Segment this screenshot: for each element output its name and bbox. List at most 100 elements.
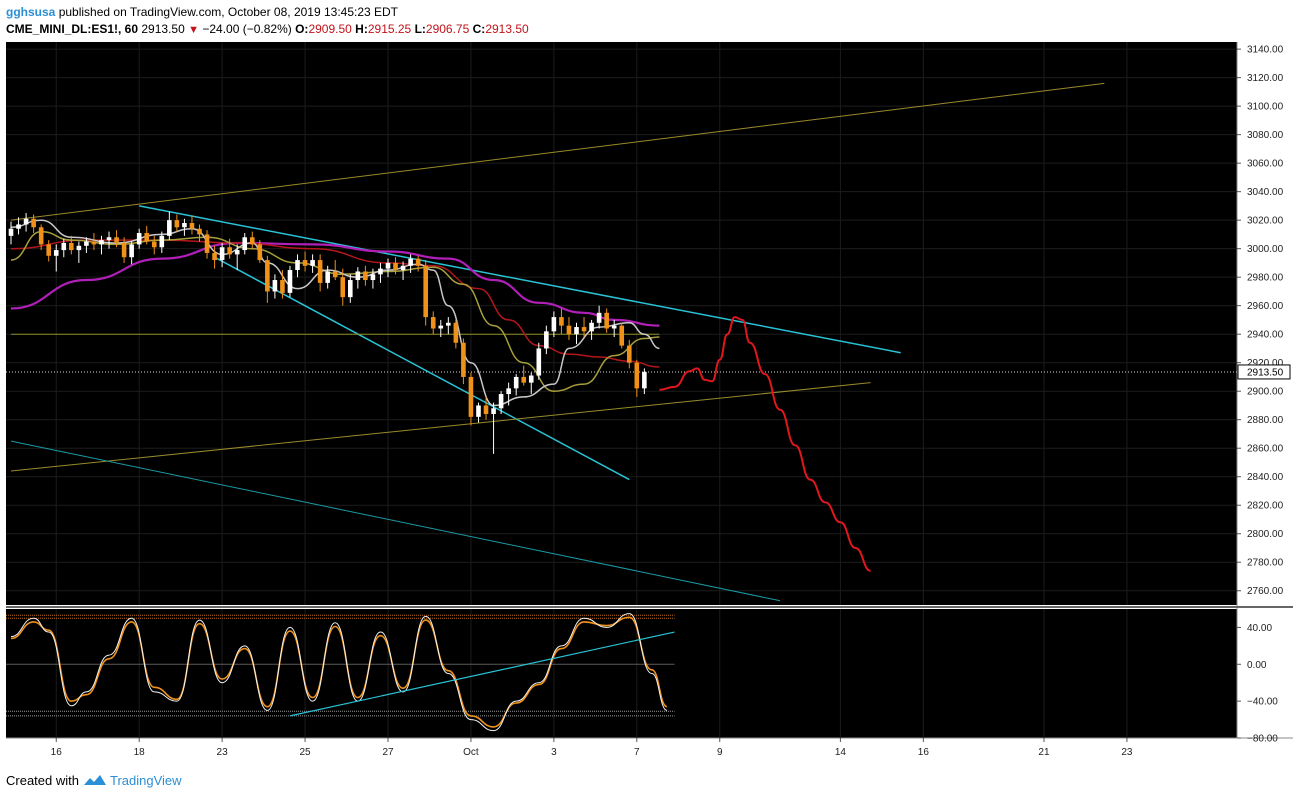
time-tick-label: 23	[1121, 747, 1133, 758]
price-tick-label: 2800.00	[1247, 529, 1284, 540]
candle-body	[227, 247, 232, 255]
candle-body	[559, 317, 564, 326]
candle-body	[325, 271, 330, 283]
published-text: published on TradingView.com, October 08…	[58, 5, 399, 19]
price-chart[interactable]: 3140.003120.003100.003080.003060.003040.…	[6, 42, 1293, 767]
price-tick-label: 2940.00	[1247, 330, 1284, 341]
price-tick-label: 2840.00	[1247, 472, 1284, 483]
candle-body	[249, 237, 255, 245]
tradingview-logo-icon	[83, 775, 106, 785]
candle-body	[461, 342, 466, 377]
price-tick-label: 3100.00	[1247, 102, 1284, 113]
candle-body	[16, 224, 21, 229]
price-tick-label: 3000.00	[1247, 244, 1284, 255]
symbol-name[interactable]: CME_MINI_DL:ES1!, 60	[6, 22, 139, 36]
candle-body	[476, 405, 481, 417]
tradingview-brand[interactable]: TradingView	[110, 773, 182, 788]
time-tick-label: 16	[918, 747, 930, 758]
oscillator-main-line	[10, 613, 668, 732]
candle-body	[69, 242, 74, 251]
candle-body	[408, 258, 413, 266]
candle-body	[302, 260, 308, 266]
candle-body	[121, 242, 127, 258]
candle-body	[506, 388, 511, 395]
price-tick-label: 2980.00	[1247, 273, 1284, 284]
low-label: L:	[414, 22, 426, 36]
candle-body	[536, 348, 542, 376]
price-tick-label: 3060.00	[1247, 159, 1284, 170]
candle-body	[551, 317, 557, 332]
candle-body	[76, 245, 82, 251]
price-tick-label: 3120.00	[1247, 73, 1284, 84]
candle-body	[174, 220, 180, 228]
price-change: −24.00 (−0.82%)	[202, 22, 292, 36]
trendlines	[10, 82, 1105, 602]
oscillator-tick-label: −80.00	[1247, 734, 1278, 745]
candle-body	[385, 262, 391, 269]
candle-body	[265, 260, 270, 292]
candle-body	[295, 260, 300, 271]
publisher-username[interactable]: gghsusa	[6, 5, 56, 19]
candle-body	[159, 235, 165, 248]
close-label: C:	[472, 22, 486, 36]
price-tick-label: 3040.00	[1247, 187, 1284, 198]
candle-body	[604, 312, 609, 329]
grid-lines	[6, 42, 1237, 738]
candle-body	[257, 244, 263, 261]
candle-body	[310, 260, 315, 266]
last-price: 2913.50	[141, 22, 185, 36]
time-tick-label: 7	[634, 747, 640, 758]
last-price-marker: 2913.50	[1237, 364, 1291, 380]
candle-body	[446, 322, 451, 326]
candle-body	[129, 244, 134, 258]
trendline	[10, 82, 1105, 221]
time-tick-label: 3	[551, 747, 557, 758]
oscillator-trendline	[289, 631, 675, 717]
footer: Created with TradingView	[6, 773, 182, 788]
candle-body	[272, 280, 278, 292]
candle-body	[363, 271, 368, 281]
oscillator-signal-line	[10, 616, 668, 728]
candle-body	[136, 232, 142, 245]
candle-body	[91, 241, 97, 245]
last-price-box	[1237, 364, 1291, 380]
candle-body	[453, 322, 459, 343]
candle-body	[46, 244, 51, 256]
price-tick-label: 2780.00	[1247, 558, 1284, 569]
time-tick-label: 21	[1038, 747, 1050, 758]
candle-body	[415, 258, 421, 266]
candlesticks	[8, 211, 647, 454]
candle-body	[626, 345, 632, 363]
open-label: O:	[295, 22, 309, 36]
time-tick-label: 9	[717, 747, 723, 758]
created-with-text: Created with	[6, 773, 79, 788]
candle-body	[332, 271, 338, 278]
open-value: 2909.50	[308, 22, 352, 36]
candle-body	[423, 265, 428, 318]
candle-body	[574, 327, 579, 335]
candle-body	[204, 234, 210, 253]
candle-body	[84, 241, 89, 246]
candle-body	[393, 262, 398, 271]
oscillator-lines	[6, 613, 675, 732]
price-tick-label: 2880.00	[1247, 415, 1284, 426]
price-tick-label: 2920.00	[1247, 358, 1284, 369]
high-value: 2915.25	[367, 22, 412, 36]
price-tick-label: 3020.00	[1247, 216, 1284, 227]
candle-body	[287, 270, 293, 293]
candle-body	[566, 325, 572, 335]
price-tick-label: 2960.00	[1247, 301, 1284, 312]
oscillator-tick-label: −40.00	[1247, 697, 1278, 708]
time-tick-label: 27	[382, 747, 394, 758]
time-scale[interactable]	[6, 738, 1237, 765]
price-tick-label: 2860.00	[1247, 444, 1284, 455]
candle-body	[491, 408, 496, 415]
time-tick-label: 25	[299, 747, 311, 758]
price-tick-label: 2820.00	[1247, 501, 1284, 512]
candle-body	[483, 405, 489, 415]
price-scale[interactable]	[1237, 42, 1293, 738]
candle-body	[23, 218, 29, 225]
candle-body	[581, 327, 587, 332]
time-tick-labels: 16 18 23 25 27 Oct 3 7 9 14 16 21 23	[51, 738, 1133, 758]
high-label: H:	[355, 22, 368, 36]
